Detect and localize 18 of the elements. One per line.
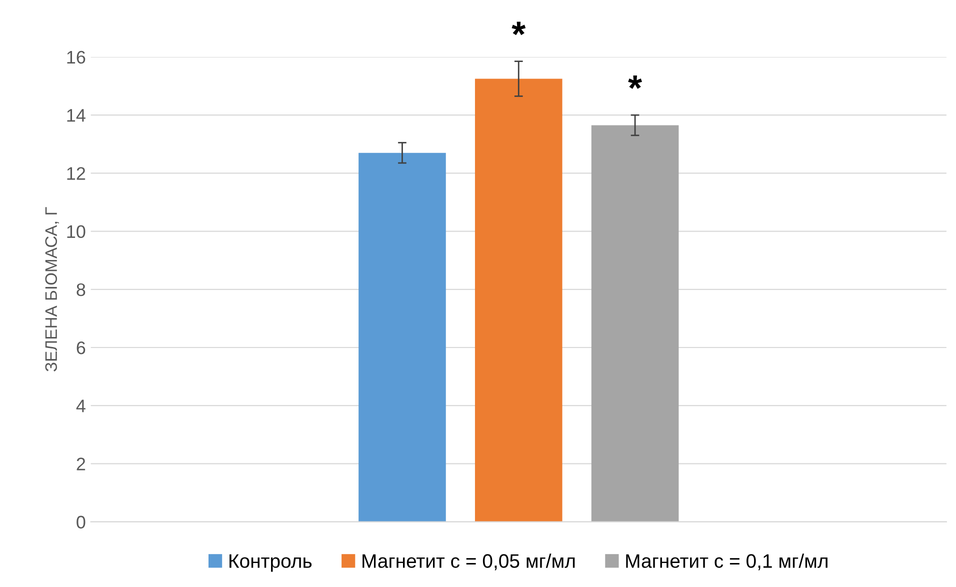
y-tick-label: 16 <box>67 50 86 64</box>
y-tick-label: 10 <box>67 225 86 238</box>
bar <box>358 152 446 522</box>
y-tick-label: 6 <box>76 341 86 354</box>
text: * <box>512 22 526 36</box>
y-tick-label: 0 <box>76 516 86 529</box>
annotation: * <box>628 75 642 89</box>
legend-label: Магнетит c = 0,05 мг/мл <box>362 554 575 570</box>
bar <box>591 125 679 522</box>
y-tick-label: 12 <box>67 167 86 180</box>
bar <box>474 78 562 522</box>
legend-label: Контроль <box>230 554 312 572</box>
y-tick-label: 2 <box>76 458 86 470</box>
y-tick-label: 8 <box>76 283 86 296</box>
y-tick-label: 14 <box>67 109 86 122</box>
y-tick-label: 4 <box>76 400 86 412</box>
y-axis-title: ЗЕЛЕНА БІОМАСА, Г <box>45 207 59 372</box>
legend-label: Магнетит c = 0,1 мг/мл <box>626 554 828 570</box>
